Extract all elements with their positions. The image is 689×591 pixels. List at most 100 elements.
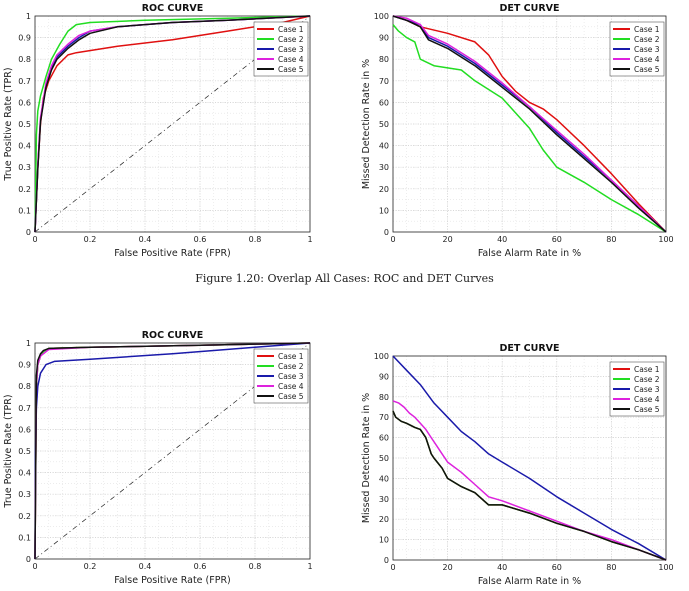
- series-line-case-5: [34, 15, 311, 233]
- y-tick-label: 10: [379, 206, 389, 215]
- x-tick-label: 0.2: [84, 235, 97, 244]
- y-tick-label: 0.1: [18, 206, 31, 215]
- x-tick-label: 0.4: [139, 235, 152, 244]
- legend-label-case-5: Case 5: [278, 392, 304, 401]
- axes-box: [392, 355, 667, 561]
- legend-label-case-1: Case 1: [634, 365, 660, 374]
- x-tick-label: 1: [307, 562, 312, 571]
- x-tick-label: 100: [658, 235, 673, 244]
- legend-label-case-3: Case 3: [278, 372, 304, 381]
- roc-curve-chart-bottom: 0 0.2 0.4 0.6 0.8 1 0 0.1 0.2 0.3 0.4 0.5 0.6 0.7 0.8 0…: [3, 330, 313, 586]
- x-tick-label: 0: [32, 562, 37, 571]
- y-tick-label: 0.2: [18, 185, 31, 194]
- figure-caption: Figure 1.20: Overlap All Cases: ROC and …: [195, 272, 494, 285]
- y-tick-label: 30: [379, 495, 389, 504]
- y-tick-label: 0: [26, 555, 31, 564]
- y-tick-label: 0.4: [18, 469, 31, 478]
- y-tick-label: 90: [379, 372, 389, 381]
- y-tick-label: 0.8: [18, 55, 31, 64]
- x-axis-label: False Alarm Rate in %: [478, 248, 581, 259]
- x-tick-label: 0: [32, 235, 37, 244]
- x-tick-label: 0.8: [249, 562, 262, 571]
- x-tick-label: 40: [497, 563, 507, 572]
- x-axis-label: False Alarm Rate in %: [478, 576, 581, 587]
- legend-label-case-1: Case 1: [278, 25, 304, 34]
- legend-label-case-3: Case 3: [278, 45, 304, 54]
- y-tick-label: 0: [26, 228, 31, 237]
- y-tick-label: 60: [379, 434, 389, 443]
- chart-title: ROC CURVE: [142, 3, 204, 14]
- y-tick-label: 40: [379, 142, 389, 151]
- y-tick-label: 10: [379, 536, 389, 545]
- x-tick-label: 0.8: [249, 235, 262, 244]
- series-line-case-4: [392, 15, 667, 233]
- y-tick-label: 40: [379, 474, 389, 483]
- x-tick-label: 20: [443, 563, 453, 572]
- y-tick-label: 0: [384, 228, 389, 237]
- series-line-case-1: [392, 15, 667, 233]
- legend-label-case-3: Case 3: [634, 385, 660, 394]
- x-tick-label: 80: [606, 235, 616, 244]
- chart-title: ROC CURVE: [142, 330, 204, 341]
- y-tick-label: 0.7: [18, 77, 31, 86]
- y-tick-label: 100: [374, 12, 389, 21]
- legend-label-case-3: Case 3: [634, 45, 660, 54]
- y-tick-label: 20: [379, 515, 389, 524]
- legend-label-case-5: Case 5: [634, 405, 660, 414]
- series-line-case-5: [34, 342, 311, 560]
- legend-label-case-4: Case 4: [634, 395, 660, 404]
- y-axis-label: True Positive Rate (TPR): [3, 67, 14, 181]
- x-tick-label: 80: [606, 563, 616, 572]
- y-tick-label: 0.8: [18, 382, 31, 391]
- legend-label-case-2: Case 2: [634, 35, 660, 44]
- x-tick-label: 60: [552, 235, 562, 244]
- x-tick-label: 40: [497, 235, 507, 244]
- x-axis-label: False Positive Rate (FPR): [114, 248, 231, 259]
- y-axis-label: Missed Detection Rate in %: [361, 393, 372, 523]
- legend-label-case-2: Case 2: [634, 375, 660, 384]
- y-tick-label: 20: [379, 185, 389, 194]
- y-tick-label: 0.6: [18, 425, 31, 434]
- legend-label-case-4: Case 4: [634, 55, 660, 64]
- series-line-case-5: [392, 15, 667, 233]
- y-tick-label: 70: [379, 77, 389, 86]
- series-line-case-2: [34, 15, 311, 233]
- y-tick-label: 1: [26, 339, 31, 348]
- x-tick-label: 0: [390, 235, 395, 244]
- y-tick-label: 80: [379, 55, 389, 64]
- y-tick-label: 0.1: [18, 533, 31, 542]
- y-tick-label: 90: [379, 34, 389, 43]
- y-axis-label: Missed Detection Rate in %: [361, 59, 372, 189]
- y-tick-label: 0.9: [18, 361, 31, 370]
- legend-label-case-2: Case 2: [278, 362, 304, 371]
- y-tick-label: 0: [384, 556, 389, 565]
- y-tick-label: 0.5: [18, 447, 31, 456]
- x-tick-label: 60: [552, 563, 562, 572]
- legend-label-case-4: Case 4: [278, 55, 304, 64]
- x-tick-label: 0.4: [139, 562, 152, 571]
- chart-title: DET CURVE: [499, 3, 559, 14]
- legend-label-case-1: Case 1: [278, 352, 304, 361]
- y-tick-label: 80: [379, 393, 389, 402]
- x-tick-label: 0.6: [194, 562, 207, 571]
- series-line-case-5: [392, 410, 667, 561]
- y-tick-label: 0.3: [18, 163, 31, 172]
- y-axis-label: True Positive Rate (TPR): [3, 394, 14, 508]
- legend-label-case-2: Case 2: [278, 35, 304, 44]
- x-tick-label: 0.6: [194, 235, 207, 244]
- y-tick-label: 70: [379, 413, 389, 422]
- y-tick-label: 60: [379, 98, 389, 107]
- axes-box: [392, 15, 667, 233]
- y-tick-label: 0.7: [18, 404, 31, 413]
- legend-label-case-4: Case 4: [278, 382, 304, 391]
- series-line-case-3: [392, 355, 667, 561]
- legend-label-case-5: Case 5: [634, 65, 660, 74]
- x-axis-label: False Positive Rate (FPR): [114, 575, 231, 586]
- y-tick-label: 0.2: [18, 512, 31, 521]
- y-tick-label: 0.3: [18, 490, 31, 499]
